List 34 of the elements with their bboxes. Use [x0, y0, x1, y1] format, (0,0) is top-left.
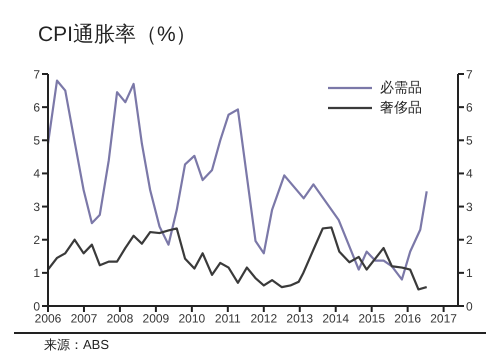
y-tick-label: 7 — [33, 67, 40, 82]
x-tick-label: 2008 — [106, 312, 134, 326]
line-series — [48, 80, 428, 281]
chart-title: CPI通胀率（%） — [38, 22, 197, 48]
x-tick-label: 2010 — [178, 312, 206, 326]
x-tick-label: 2007 — [70, 312, 98, 326]
x-tick-label: 2012 — [250, 312, 278, 326]
x-tick-label: 2013 — [286, 312, 314, 326]
x-tick-label: 2014 — [322, 312, 350, 326]
y2-tick-label: 6 — [466, 100, 473, 114]
x-tick-label: 2006 — [34, 312, 62, 326]
y2-tick-label: 7 — [466, 67, 473, 82]
x-tick-label: 2015 — [358, 312, 386, 326]
y-tick-label: 0 — [33, 299, 40, 314]
x-tick-label: 2009 — [142, 312, 170, 326]
legend-label: 必需品 — [380, 79, 422, 97]
y2-tick-label: 5 — [466, 134, 473, 148]
legend-label: 奢侈品 — [380, 99, 422, 117]
y2-tick-label: 3 — [466, 200, 473, 214]
source-note: 来源：ABS — [44, 336, 110, 354]
y2-tick-label: 4 — [466, 166, 473, 181]
y-tick-label: 3 — [33, 200, 40, 214]
y2-tick-label: 1 — [466, 266, 473, 280]
x-tick-label: 2016 — [394, 312, 422, 326]
y-tick-label: 1 — [33, 266, 40, 280]
x-tick-label: 2011 — [214, 312, 242, 326]
y2-tick-label: 2 — [466, 232, 473, 247]
y-tick-label: 4 — [33, 166, 40, 181]
y-tick-label: 2 — [33, 232, 40, 247]
x-tick-label: 2017 — [430, 312, 458, 326]
line-series — [48, 226, 428, 291]
y-tick-label: 6 — [33, 100, 40, 114]
y-tick-label: 5 — [33, 134, 40, 148]
y2-tick-label: 0 — [466, 299, 473, 314]
